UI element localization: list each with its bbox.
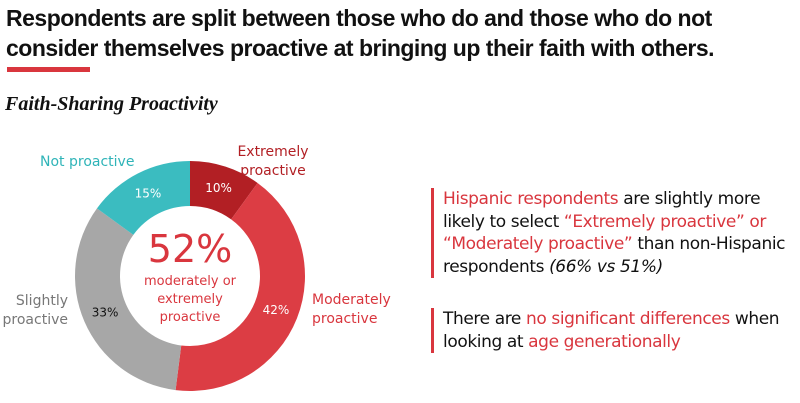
donut-slice-not-proactive (96, 161, 190, 235)
headline-underline (7, 67, 90, 72)
slice-value-label: 10% (205, 181, 232, 195)
donut-slice-extremely-proactive (190, 161, 258, 220)
callout-text-segment: “Extremely proactive” or “Moderately pro… (443, 211, 766, 255)
center-line-2: extremely (157, 292, 223, 307)
callout-text-segment: when looking at (443, 309, 780, 352)
slice-value-label: 33% (92, 306, 119, 320)
callout-text-segment: (66% vs 51%) (549, 256, 663, 277)
slice-category-label: Slightly (16, 293, 68, 309)
donut-slice-moderately-proactive (175, 182, 305, 391)
callout-hispanic: Hispanic respondents are slightly more l… (431, 188, 798, 278)
callout-text-segment: age generationally (528, 331, 681, 352)
callout-age: There are no significant differences whe… (431, 308, 798, 353)
center-value: 52% (148, 227, 232, 271)
headline-line-2: consider themselves proactive at bringin… (6, 35, 715, 61)
slice-value-label: 15% (135, 187, 162, 201)
callout-text-segment: There are (443, 309, 526, 329)
slice-category-label: proactive (3, 312, 68, 328)
center-line-1: moderately or (144, 274, 237, 289)
slice-category-label: proactive (312, 311, 377, 327)
headline-line-1: Respondents are split between those who … (6, 5, 712, 31)
slice-category-label: proactive (240, 163, 305, 179)
callout-text-segment: are slightly more likely to select (443, 189, 761, 232)
center-line-3: proactive (160, 310, 221, 325)
donut-slice-slightly-proactive (75, 208, 182, 391)
slice-value-label: 42% (263, 303, 290, 317)
slice-category-label: Not proactive (40, 154, 134, 170)
chart-subtitle: Faith-Sharing Proactivity (5, 93, 218, 115)
callout-text-segment: no significant differences (526, 309, 730, 329)
callout-text-segment: Hispanic respondents (443, 189, 619, 209)
slice-category-label: Moderately (312, 292, 391, 308)
slice-category-label: Extremely (237, 144, 308, 160)
callout-text-segment: than non-Hispanic respondents (443, 234, 786, 277)
